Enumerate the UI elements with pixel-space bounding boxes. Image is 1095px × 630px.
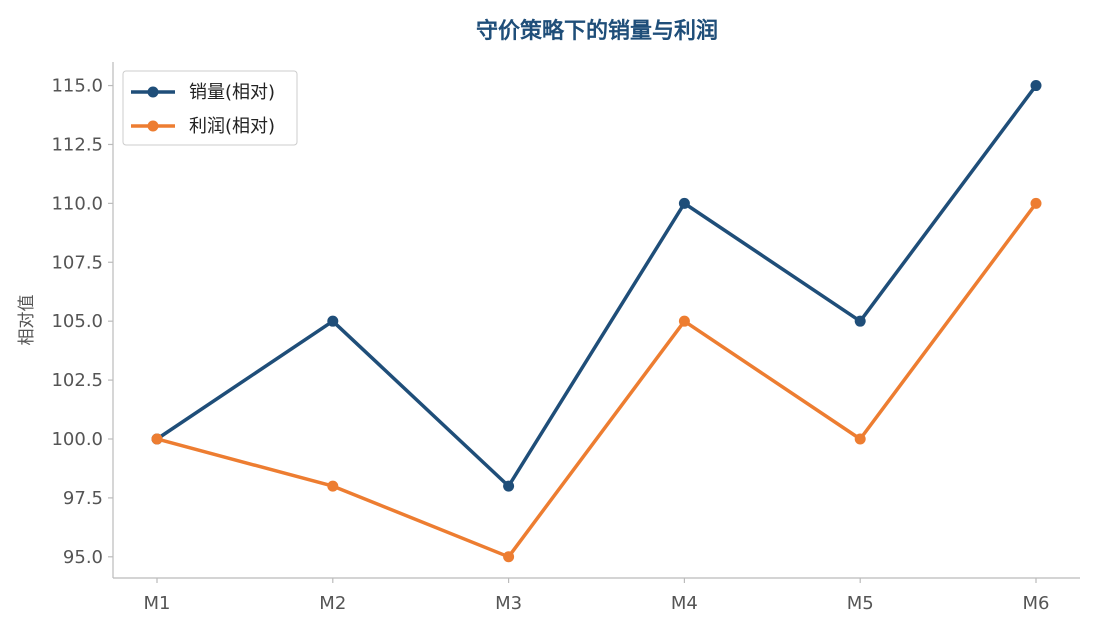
- x-tick-label: M1: [144, 593, 171, 614]
- y-tick-label: 97.5: [63, 488, 103, 509]
- x-tick-label: M2: [319, 593, 346, 614]
- x-tick-label: M3: [495, 593, 522, 614]
- data-point: [1030, 197, 1042, 209]
- axes: 95.0 97.5 100.0 102.5 105.0 107.5 110.0 112.5 11…: [51, 62, 1080, 614]
- data-point: [678, 315, 690, 327]
- data-point: [151, 433, 163, 445]
- data-point: [854, 433, 866, 445]
- x-tick-label: M5: [847, 593, 874, 614]
- data-point: [1030, 80, 1042, 92]
- data-point: [327, 480, 339, 492]
- series-2: [151, 197, 1042, 563]
- series-line: [155, 83, 1038, 488]
- data-point: [678, 197, 690, 209]
- y-tick-label: 112.5: [51, 134, 103, 155]
- series-1: [151, 80, 1042, 492]
- x-tick-label: M4: [671, 593, 698, 614]
- x-tick-label: M6: [1023, 593, 1050, 614]
- y-tick-label: 95.0: [63, 547, 103, 568]
- chart-title: 守价策略下的销量与利润: [476, 18, 718, 44]
- y-tick-label: 100.0: [51, 429, 103, 450]
- y-tick-label: 102.5: [51, 370, 103, 391]
- legend-label: 利润(相对): [189, 116, 275, 137]
- legend-swatch-marker: [147, 86, 159, 98]
- data-point: [503, 551, 515, 563]
- legend-swatch-marker: [147, 120, 159, 132]
- y-axis-label: 相对值: [17, 295, 37, 346]
- y-tick-label: 107.5: [51, 252, 103, 273]
- series-line: [155, 201, 1038, 559]
- y-tick-label: 105.0: [51, 311, 103, 332]
- y-tick-label: 110.0: [51, 193, 103, 214]
- legend: 销量(相对) 利润(相对): [122, 70, 298, 146]
- data-point: [327, 315, 339, 327]
- y-tick-label: 115.0: [51, 76, 103, 97]
- series-layer: [151, 80, 1042, 563]
- legend-label: 销量(相对): [189, 82, 275, 103]
- data-point: [854, 315, 866, 327]
- data-point: [503, 480, 515, 492]
